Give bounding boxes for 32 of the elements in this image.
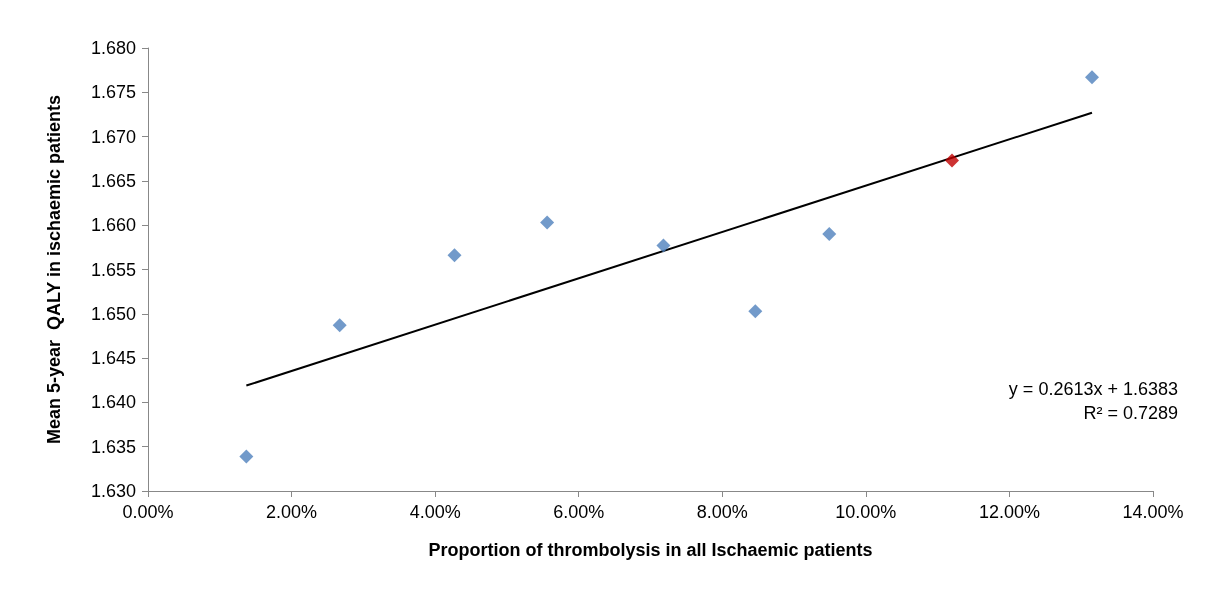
point bbox=[822, 227, 837, 242]
point bbox=[447, 248, 462, 263]
x-tick-label: 4.00% bbox=[409, 502, 461, 522]
x-tick-label: 14.00% bbox=[1122, 502, 1184, 522]
y-tick-label: 1.640 bbox=[90, 392, 136, 413]
x-tick-label: 0.00% bbox=[122, 502, 174, 522]
y-tick-label: 1.655 bbox=[90, 259, 136, 280]
y-axis-title: Mean 5-year QALY in ischaemic patients bbox=[44, 94, 64, 445]
annotation: R² = 0.7289 bbox=[1083, 403, 1178, 423]
y-tick-label: 1.650 bbox=[90, 303, 136, 324]
y-tick-label: 1.665 bbox=[90, 170, 136, 191]
point bbox=[332, 318, 347, 333]
y-tick-label: 1.680 bbox=[90, 38, 136, 58]
x-axis-title: Proportion of thrombolysis in all Ischaemic patients bbox=[428, 540, 873, 560]
y-tick-label: 1.635 bbox=[90, 436, 136, 457]
annotation: y = 0.2613x + 1.6383 bbox=[1008, 379, 1178, 399]
y-tick-label: 1.645 bbox=[90, 348, 136, 369]
point bbox=[1084, 70, 1099, 85]
x-tick-label: 8.00% bbox=[696, 502, 748, 522]
point bbox=[239, 449, 254, 464]
y-tick-label: 1.660 bbox=[90, 215, 136, 236]
point bbox=[656, 238, 671, 253]
y-tick-label: 1.675 bbox=[90, 82, 136, 103]
x-tick-label: 12.00% bbox=[978, 502, 1040, 522]
y-tick-label: 1.630 bbox=[90, 481, 136, 501]
x-tick-label: 2.00% bbox=[266, 502, 318, 522]
point bbox=[540, 215, 555, 230]
point bbox=[945, 153, 959, 168]
x-tick-label: 10.00% bbox=[835, 502, 897, 522]
y-tick-label: 1.670 bbox=[90, 126, 136, 147]
point bbox=[748, 304, 763, 319]
x-tick-label: 6.00% bbox=[553, 502, 605, 522]
